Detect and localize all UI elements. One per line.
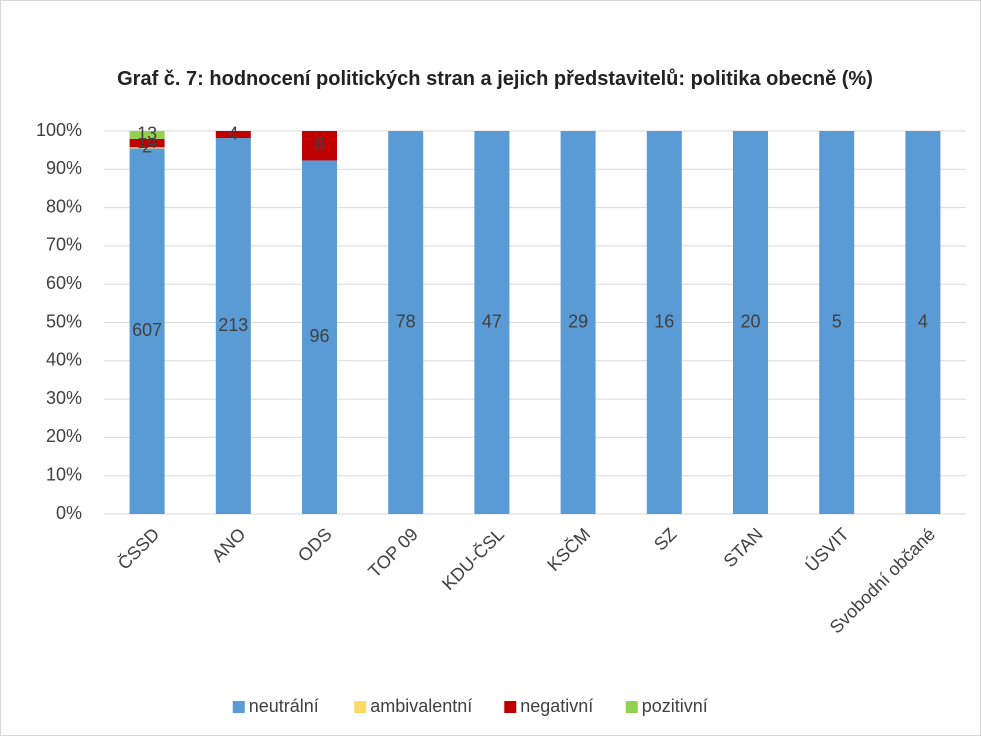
legend-label: neutrální [249,696,319,716]
y-tick-label: 10% [46,464,82,484]
data-label: 4 [228,123,238,143]
data-label: 47 [482,311,502,331]
bar-segment [819,131,855,514]
data-label: 16 [654,311,674,331]
bar-segment [215,138,251,514]
data-label: 8 [314,134,324,154]
y-tick-label: 100% [36,120,82,140]
y-tick-label: 90% [46,158,82,178]
y-tick-label: 50% [46,311,82,331]
y-tick-label: 60% [46,273,82,293]
legend-label: negativní [520,696,593,716]
data-label: 20 [740,311,760,331]
bar-segment [129,131,165,139]
data-label: 607 [132,320,162,340]
bar-segment [474,131,510,514]
data-label: 4 [918,311,928,331]
data-label: 5 [832,311,842,331]
data-label: 29 [568,311,588,331]
chart-title: Graf č. 7: hodnocení politických stran a… [117,68,873,90]
y-tick-label: 40% [46,350,82,370]
bar-segment [646,131,682,514]
legend-swatch [232,701,245,713]
bar-segment [302,160,337,514]
bar-segment [129,148,165,514]
data-label: 213 [218,315,248,335]
y-tick-label: 0% [56,503,82,523]
y-tick-label: 30% [46,388,82,408]
bar-segment [129,147,165,149]
legend-swatch [625,701,638,713]
bar-segment [302,131,337,161]
y-tick-label: 70% [46,235,82,255]
bar-segment [733,131,768,514]
data-label: 96 [309,326,329,346]
data-label: 78 [396,311,416,331]
data-label: 13 [137,124,157,144]
bar-segment [388,131,424,514]
legend-label: pozitivní [642,696,708,716]
y-tick-label: 20% [46,426,82,446]
y-tick-label: 80% [46,196,82,216]
legend-label: ambivalentní [370,696,472,716]
legend-swatch [504,701,517,713]
legend-swatch [354,701,367,713]
bar-segment [129,138,165,148]
bar-segment [215,131,251,139]
bar-segment [905,131,941,514]
bar-segment [560,131,596,514]
